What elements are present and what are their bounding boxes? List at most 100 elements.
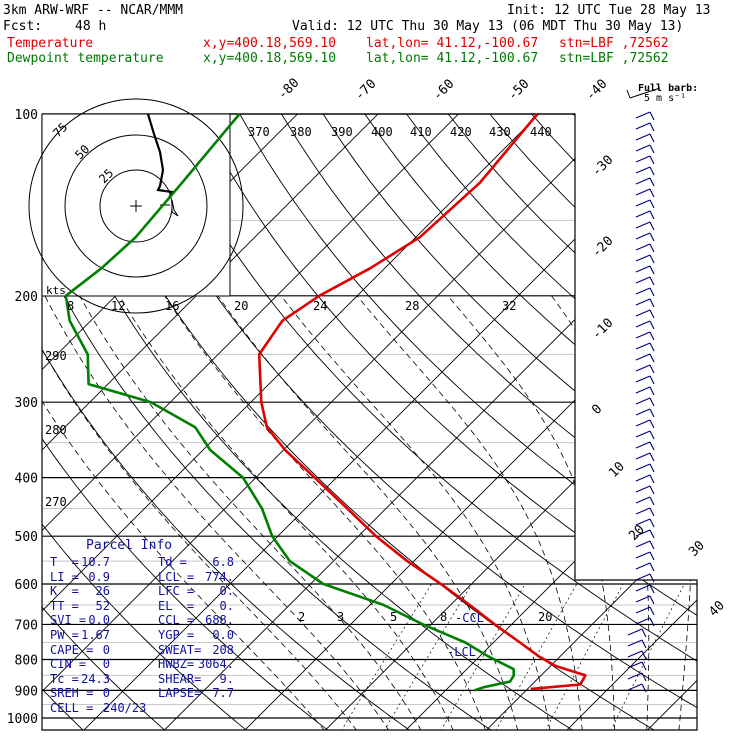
theta-label: 390 [331, 125, 353, 139]
wind-barb-shaft [635, 177, 651, 185]
wind-barb-flag [641, 628, 647, 638]
wind-barb-shaft [635, 254, 651, 262]
wind-barb-shaft [635, 529, 651, 537]
dewpoint-latlon: lat,lon= 41.12,-100.67 [366, 51, 539, 66]
dry-adiabat-line [508, 114, 697, 730]
wind-barb-flag [649, 562, 655, 572]
pressure-tick-label: 100 [15, 108, 38, 123]
wind-barb-shaft [635, 133, 651, 141]
mixing-ratio-line [610, 583, 685, 730]
wind-barb-flag [649, 298, 655, 308]
parcel-info-value: 6.8 [212, 555, 234, 569]
legend-barb [629, 87, 661, 99]
wind-barb-flag [649, 441, 655, 451]
isotherm-label: 20 [626, 522, 648, 544]
wind-barb-shaft [635, 243, 651, 251]
wind-barb-flag [649, 221, 655, 231]
wind-barb-flag [649, 122, 655, 132]
dry-adiabat-line [669, 114, 697, 730]
isotherm-line [42, 114, 437, 730]
parcel-info-value: 52 [95, 598, 110, 613]
wind-barb-shaft [635, 309, 651, 317]
wind-barb-shaft [635, 562, 651, 570]
parcel-info-title: Parcel Info [86, 538, 173, 553]
wind-barb-flag [649, 166, 655, 176]
wind-barb-shaft [635, 419, 651, 427]
mixing-ratio-label: 12 [111, 299, 125, 313]
temperature-station: stn=LBF ,72562 [559, 36, 669, 51]
valid-time: Valid: 12 UTC Thu 30 May 13 (06 MDT Thu … [292, 19, 684, 34]
parcel-info-label: SVI = [50, 613, 87, 628]
parcel-info-row: LI = 0.9 LCL = 774. [40, 569, 234, 585]
parcel-info-value: 9. [219, 671, 234, 686]
theta-label: 440 [530, 125, 552, 139]
wind-barb-shaft [635, 298, 651, 306]
hodograph-units-label: kts [46, 284, 66, 297]
mixing-ratio-label: 8 [67, 299, 74, 313]
parcel-info-value: 26 [95, 584, 110, 599]
wind-barb-shaft [635, 551, 651, 559]
mixing-ratio-label: 20 [538, 610, 552, 624]
parcel-info-label: PW = [50, 627, 79, 642]
parcel-info-row: CIN = 0 HWBZ= 3064. [40, 657, 234, 672]
dry-adiabat-line [629, 114, 697, 730]
wind-barb-flag [649, 265, 655, 275]
pressure-tick-label: 400 [15, 472, 38, 487]
isotherm-label: -60 [430, 77, 457, 104]
wind-barb-flag [649, 309, 655, 319]
wind-barb-flag [649, 188, 655, 198]
legend-barb-flag [626, 89, 631, 99]
wind-barb-shaft [635, 408, 651, 416]
wind-barb-flag [649, 430, 655, 440]
wind-barb-flag [649, 155, 655, 165]
parcel-info-label: LCL = [158, 569, 195, 584]
theta-label: 290 [45, 349, 67, 363]
wind-barb-shaft [635, 144, 651, 152]
isotherm-label: -80 [275, 76, 302, 103]
mixing-ratio-line [545, 583, 624, 730]
dry-adiabat-line [427, 114, 697, 730]
parcel-info-value: 0 [102, 686, 110, 701]
wind-barb-flag [649, 243, 655, 253]
wind-barb-shaft [635, 485, 651, 493]
wind-barb-flag [649, 210, 655, 220]
mixing-ratio-line [383, 583, 473, 730]
isotherm-line [163, 114, 697, 730]
moist-adiabat-line [42, 295, 326, 730]
wind-barb-shaft [635, 265, 651, 273]
moist-adiabat-line [655, 295, 693, 730]
parcel-info-row: SVI = 0.0 CCL = 688. [40, 613, 234, 628]
wind-barb-flag [649, 408, 655, 418]
moist-adiabat-line [42, 295, 358, 730]
isotherm-line [646, 114, 697, 730]
temperature-profile [257, 113, 587, 691]
wind-barb-shaft [635, 331, 651, 339]
mixing-ratio-label: 28 [405, 299, 419, 313]
parcel-info-value: 24.3 [81, 671, 110, 686]
wind-barb-shaft [635, 353, 651, 361]
wind-barb-flag [649, 276, 655, 286]
wind-barb-shaft [635, 232, 651, 240]
wind-barb-flag [649, 144, 655, 154]
isotherm-label: -20 [589, 234, 616, 261]
wind-barb-shaft [635, 166, 651, 174]
isotherm-label: -40 [583, 77, 610, 104]
wind-barb-flag [649, 232, 655, 242]
isotherm-line [485, 114, 697, 730]
dry-adiabat-line [42, 114, 330, 730]
parcel-info-rows: T = 10.7 Td = 6.8 LI = 0.9 LCL = 774. K = 26 LFC =… [40, 555, 234, 716]
isotherm-label: -50 [505, 77, 532, 104]
parcel-info-value: 0. [219, 598, 234, 613]
parcel-info-value: 3064. [197, 657, 234, 672]
wind-barb-shaft [635, 617, 651, 625]
wind-barb-shaft [635, 210, 651, 218]
wind-barb-flag [649, 320, 655, 330]
wind-barb-flag [649, 606, 655, 616]
wind-barb-flag [649, 551, 655, 561]
dry-adiabat-line [711, 86, 740, 730]
parcel-info-label: CELL = [50, 700, 94, 715]
wind-barb-shaft [627, 650, 643, 658]
isotherm-label: 10 [606, 459, 628, 481]
mixing-ratio-label: 3 [337, 610, 344, 624]
